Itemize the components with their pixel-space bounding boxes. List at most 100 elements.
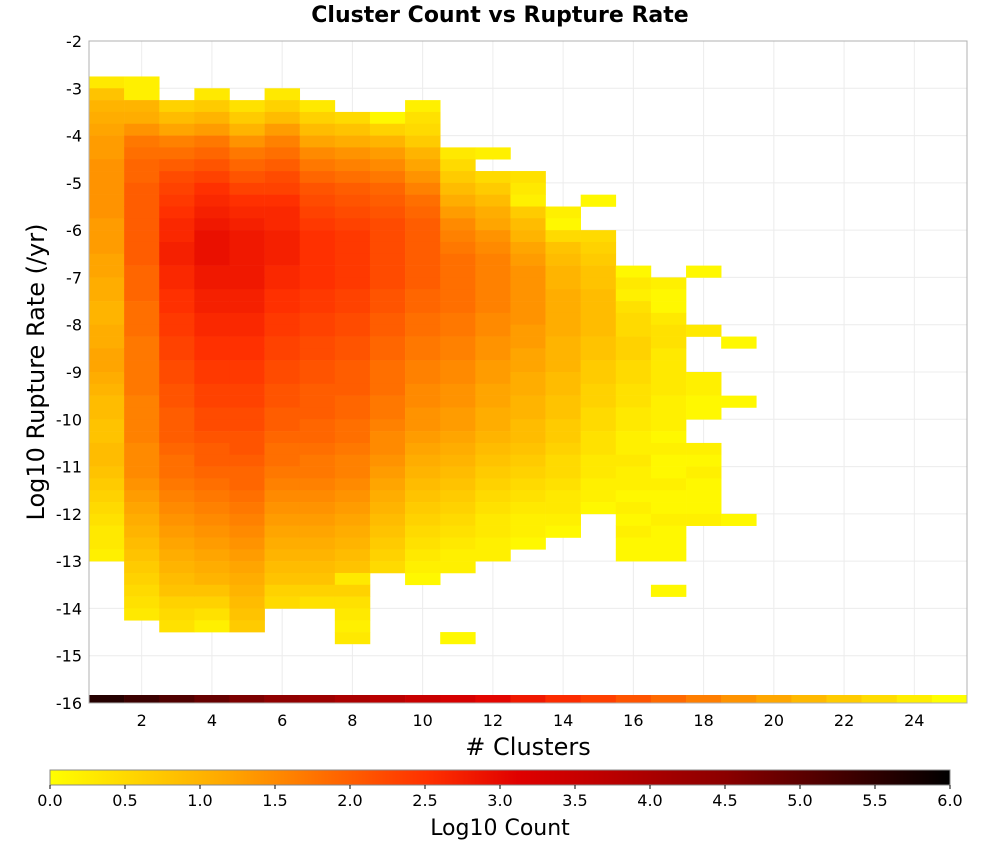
heatmap-cell (299, 537, 336, 550)
heatmap-cell (440, 182, 476, 195)
heatmap-cell (440, 478, 476, 491)
heatmap-cell (299, 135, 336, 148)
heatmap-cell (124, 253, 160, 266)
heatmap-cell (229, 360, 265, 373)
heatmap-cell (124, 147, 160, 160)
heatmap-cell (545, 407, 581, 420)
heatmap-cell (264, 336, 301, 349)
heatmap-cell (580, 336, 617, 349)
heatmap-cell (299, 123, 336, 136)
heatmap-cell (264, 312, 301, 326)
heatmap-cell (194, 561, 230, 574)
heatmap-cell (615, 466, 652, 479)
heatmap-cell (229, 596, 265, 609)
heatmap-cell (580, 431, 617, 444)
heatmap-cell (580, 241, 617, 255)
heatmap-cell (580, 277, 617, 290)
heatmap-cell (159, 230, 195, 243)
heatmap-cell (334, 561, 371, 574)
heatmap-cell (334, 419, 371, 432)
heatmap-cell (159, 584, 195, 597)
heatmap-cell (264, 478, 301, 491)
heatmap-cell (334, 171, 371, 184)
heatmap-cell (89, 301, 125, 314)
heatmap-cell (264, 360, 301, 373)
heatmap-cell (405, 100, 441, 113)
heatmap-cell (194, 312, 230, 326)
heatmap-cell (650, 324, 687, 337)
heatmap-cell (440, 194, 476, 207)
heatmap-cell (89, 431, 125, 444)
heatmap-cell (89, 513, 125, 526)
heatmap-cell (545, 324, 581, 337)
heatmap-cell (580, 383, 617, 396)
heatmap-cell (229, 218, 265, 231)
heatmap-cell (264, 135, 301, 148)
heatmap-cell (475, 277, 511, 290)
heatmap-cell (580, 324, 617, 337)
heatmap-cell (369, 147, 406, 160)
heatmap-cell (264, 265, 301, 278)
heatmap-cell (334, 324, 371, 337)
heatmap-cell (440, 407, 476, 420)
heatmap-cell (369, 561, 406, 574)
heatmap-cell (686, 383, 722, 396)
heatmap-cell (334, 395, 371, 408)
heatmap-cell (89, 442, 125, 456)
heatmap-cell (159, 502, 195, 515)
bottom-color-strip-cell (756, 695, 792, 703)
heatmap-cell (194, 596, 230, 609)
x-tick-label: 24 (904, 711, 924, 730)
heatmap-cell (159, 135, 195, 148)
heatmap-cell (334, 502, 371, 515)
heatmap-cell (510, 537, 546, 550)
heatmap-cell (194, 419, 230, 432)
heatmap-cell (299, 490, 336, 503)
heatmap-cell (650, 372, 687, 385)
heatmap-cell (264, 241, 301, 255)
heatmap-cell (475, 218, 511, 231)
heatmap-cell (264, 561, 301, 574)
heatmap-cell (89, 111, 125, 125)
heatmap-cell (299, 383, 336, 396)
heatmap-cell (194, 407, 230, 420)
heatmap-cell (650, 383, 687, 396)
heatmap-cell (124, 111, 160, 125)
x-tick-label: 10 (412, 711, 432, 730)
heatmap-cell (405, 123, 441, 136)
colorbar-tick-label: 5.5 (862, 791, 887, 810)
heatmap-cell (510, 253, 546, 266)
heatmap-cell (159, 123, 195, 136)
heatmap-cell (229, 159, 265, 172)
heatmap-cell (124, 395, 160, 408)
heatmap-cell (194, 230, 230, 243)
heatmap-cell (510, 360, 546, 373)
heatmap-cell (229, 194, 265, 207)
bottom-color-strip-cell (826, 695, 862, 703)
heatmap-cell (615, 442, 652, 456)
heatmap-cell (89, 537, 125, 550)
heatmap-cell (229, 265, 265, 278)
heatmap-cell (615, 490, 652, 503)
heatmap-cell (89, 490, 125, 503)
heatmap-cell (440, 454, 476, 467)
heatmap-cell (650, 360, 687, 373)
colorbar-tick-label: 0.5 (112, 791, 137, 810)
heatmap-cell (334, 135, 371, 148)
heatmap-cell (264, 230, 301, 243)
heatmap-cell (369, 442, 406, 456)
heatmap-cell (475, 407, 511, 420)
heatmap-cell (299, 100, 336, 113)
heatmap-cell (229, 608, 265, 621)
bottom-color-strip-cell (510, 695, 546, 703)
heatmap-cell (229, 182, 265, 195)
heatmap-cell (721, 513, 757, 526)
bottom-color-strip-cell (89, 695, 125, 703)
heatmap-cell (615, 419, 652, 432)
heatmap-cell (440, 206, 476, 219)
x-tick-label: 12 (483, 711, 503, 730)
heatmap-cell (686, 442, 722, 456)
heatmap-cell (334, 230, 371, 243)
heatmap-cell (369, 277, 406, 290)
heatmap-cell (580, 194, 617, 207)
